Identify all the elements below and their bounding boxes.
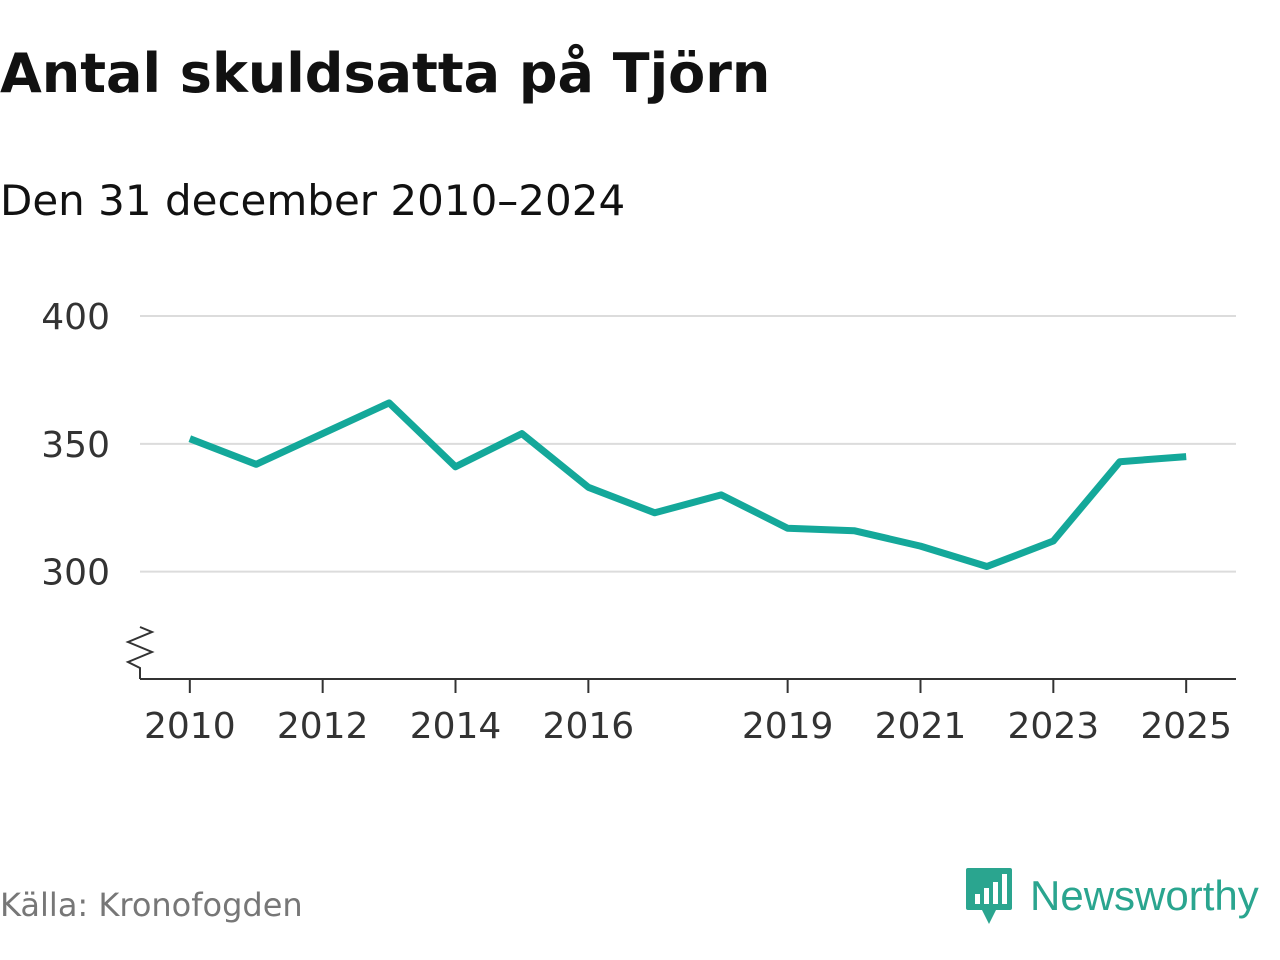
newsworthy-logo-text: Newsworthy xyxy=(1030,872,1259,919)
x-tick-label-2016: 2016 xyxy=(543,706,635,747)
x-tick-label-2021: 2021 xyxy=(875,706,967,747)
chart-subtitle: Den 31 december 2010–2024 xyxy=(0,176,626,225)
newsworthy-logo: Newsworthy xyxy=(964,866,1259,926)
x-tick-label-2010: 2010 xyxy=(144,706,236,747)
x-tick-label-2014: 2014 xyxy=(410,706,502,747)
x-ticks: 2010 2012 2014 2016 2019 2021 2023 2025 xyxy=(144,679,1232,747)
y-tick-label-300: 300 xyxy=(41,553,110,594)
x-tick-label-2025: 2025 xyxy=(1140,706,1232,747)
y-tick-label-350: 350 xyxy=(41,425,110,466)
x-tick-label-2023: 2023 xyxy=(1008,706,1100,747)
source-note: Källa: Kronofogden xyxy=(0,886,303,924)
x-tick-label-2019: 2019 xyxy=(742,706,834,747)
newsworthy-logo-icon xyxy=(966,868,1012,924)
y-tick-label-400: 400 xyxy=(41,297,110,338)
axis-break-mark xyxy=(125,626,155,679)
x-tick-label-2012: 2012 xyxy=(277,706,369,747)
grid-lines xyxy=(140,315,1236,573)
series-line-0 xyxy=(188,399,1187,570)
x-axis xyxy=(125,626,1236,680)
series-layer xyxy=(188,399,1187,570)
chart-title: Antal skuldsatta på Tjörn xyxy=(0,42,771,105)
y-tick-labels: 300 350 400 xyxy=(41,297,110,594)
